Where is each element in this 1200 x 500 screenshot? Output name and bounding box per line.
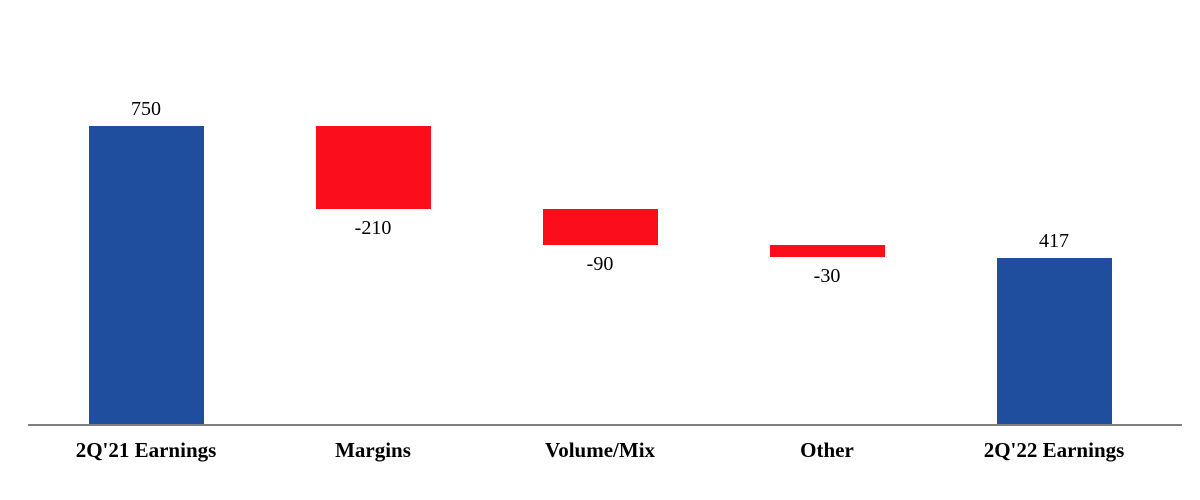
value-label-margins: -210	[354, 217, 392, 240]
value-label-2q-22-earnings: 417	[1039, 230, 1069, 253]
bar-other	[769, 245, 885, 258]
category-label-2q-22-earnings: 2Q'22 Earnings	[983, 438, 1125, 462]
x-axis-line	[28, 424, 1182, 426]
category-label-margins: Margins	[335, 438, 411, 462]
bar-volume-mix	[542, 209, 658, 246]
category-label-2q-21-earnings: 2Q'21 Earnings	[75, 438, 217, 462]
value-label-volume-mix: -90	[586, 253, 614, 276]
value-label-2q-21-earnings: 750	[131, 98, 161, 121]
bar-2q-22-earnings	[996, 258, 1112, 424]
category-label-volume-mix: Volume/Mix	[544, 438, 656, 462]
category-label-other: Other	[800, 438, 854, 462]
value-label-other: -30	[813, 265, 841, 288]
bar-2q-21-earnings	[88, 126, 204, 424]
bar-margins	[315, 126, 431, 210]
